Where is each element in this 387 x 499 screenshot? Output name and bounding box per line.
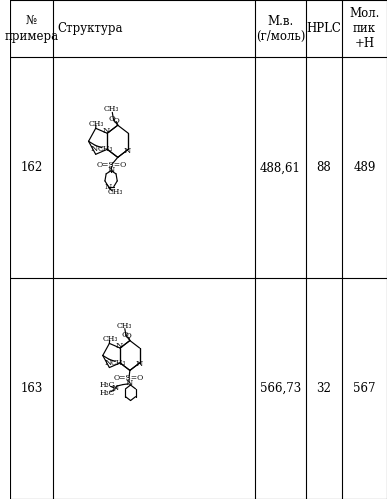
Text: CH₃: CH₃: [116, 322, 132, 330]
Text: N: N: [112, 384, 119, 392]
Text: N: N: [115, 342, 123, 350]
Text: 32: 32: [317, 382, 331, 395]
Text: N: N: [108, 166, 115, 174]
Text: 567: 567: [353, 382, 376, 395]
Text: N: N: [102, 127, 110, 135]
Text: 566,73: 566,73: [260, 382, 301, 395]
Text: Структура: Структура: [57, 22, 122, 35]
Text: 488,61: 488,61: [260, 161, 301, 174]
Text: N: N: [104, 359, 112, 367]
Text: N: N: [104, 183, 112, 191]
Text: CH₃: CH₃: [98, 145, 113, 153]
Text: М.в.
(г/моль): М.в. (г/моль): [256, 14, 305, 43]
Text: N: N: [91, 145, 98, 153]
Text: CH₃: CH₃: [89, 120, 104, 128]
Text: CH₃: CH₃: [111, 359, 126, 367]
Text: 163: 163: [20, 382, 43, 395]
Text: H₃C: H₃C: [100, 389, 115, 397]
Text: N: N: [125, 379, 133, 387]
Text: O: O: [125, 332, 132, 340]
Text: O: O: [113, 117, 119, 125]
Text: CH₃: CH₃: [108, 188, 123, 196]
Text: N: N: [124, 147, 131, 155]
Text: O: O: [109, 115, 115, 123]
Text: Мол.
пик
+H: Мол. пик +H: [349, 7, 380, 50]
Text: №
примера: № примера: [4, 14, 58, 43]
Text: 489: 489: [353, 161, 375, 174]
Text: 88: 88: [317, 161, 331, 174]
Text: N: N: [135, 360, 143, 368]
Text: CH₃: CH₃: [102, 335, 118, 343]
Text: HPLC: HPLC: [307, 22, 341, 35]
Text: 162: 162: [21, 161, 43, 174]
Text: O=S=O: O=S=O: [114, 374, 144, 382]
Text: O: O: [121, 331, 128, 339]
Text: CH₃: CH₃: [104, 105, 119, 113]
Text: H₃C: H₃C: [100, 381, 115, 389]
Text: O=S=O: O=S=O: [96, 161, 127, 169]
